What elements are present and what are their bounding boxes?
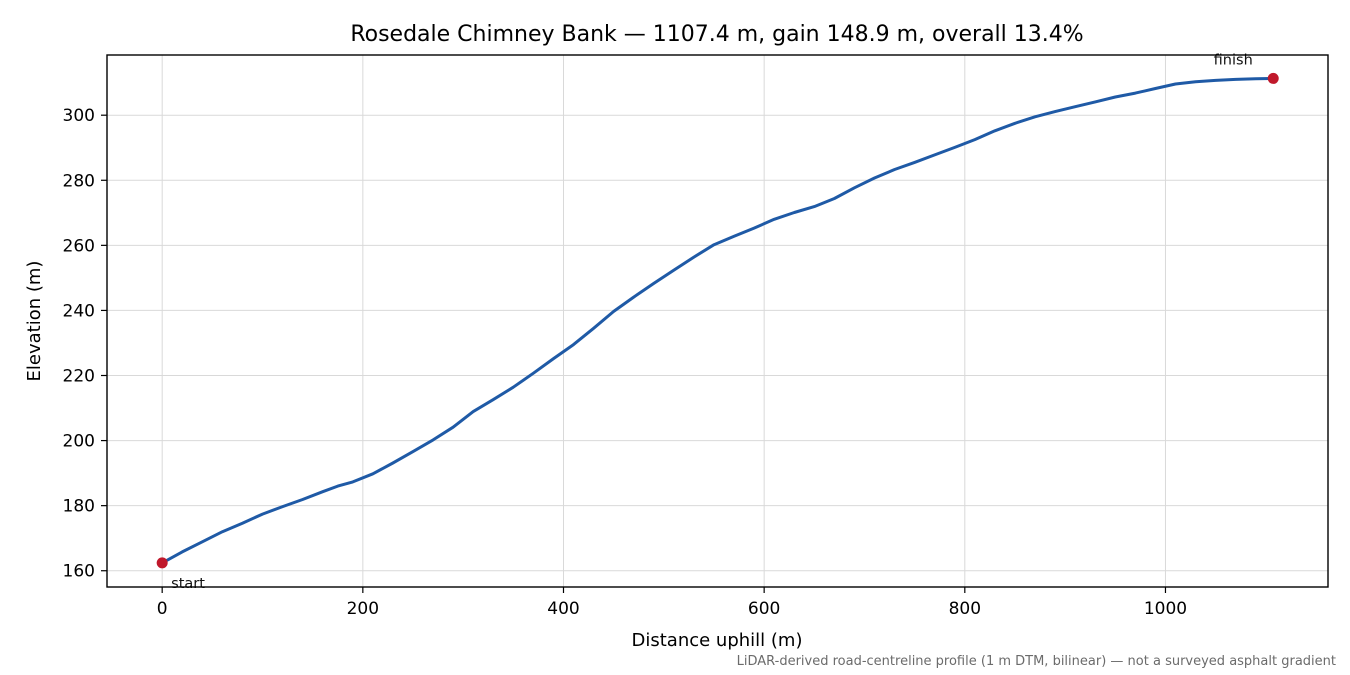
x-tick-label: 0 <box>157 599 168 619</box>
finish-marker <box>1267 72 1279 84</box>
y-axis-label: Elevation (m) <box>24 261 45 382</box>
x-tick-label: 1000 <box>1144 599 1187 619</box>
y-tick-label: 220 <box>63 367 95 387</box>
y-tick-label: 180 <box>63 497 95 517</box>
x-tick-label: 800 <box>949 599 981 619</box>
chart-title: Rosedale Chimney Bank — 1107.4 m, gain 1… <box>350 22 1083 47</box>
plot-frame <box>106 54 1329 588</box>
y-tick-label: 300 <box>63 106 95 126</box>
grid-lines <box>107 55 1328 587</box>
x-axis-label: Distance uphill (m) <box>632 630 803 651</box>
y-tick-label: 200 <box>63 432 95 452</box>
elevation-line <box>160 76 1275 565</box>
x-tick-label: 600 <box>748 599 780 619</box>
elevation-series: start finish <box>156 52 1279 592</box>
footnote: LiDAR-derived road-centreline profile (1… <box>737 654 1336 669</box>
x-tick-label: 200 <box>347 599 379 619</box>
x-tick-label: 400 <box>547 599 579 619</box>
start-marker <box>156 557 168 569</box>
y-tick-label: 240 <box>63 301 95 321</box>
y-tick-label: 260 <box>63 236 95 256</box>
y-tick-label: 280 <box>63 171 95 191</box>
y-tick-label: 160 <box>63 562 95 582</box>
finish-label: finish <box>1214 52 1253 68</box>
axis-ticks: 0 200 400 600 800 1000 160 180 200 220 240 260 280 30… <box>63 106 1188 619</box>
start-label: start <box>171 576 205 592</box>
